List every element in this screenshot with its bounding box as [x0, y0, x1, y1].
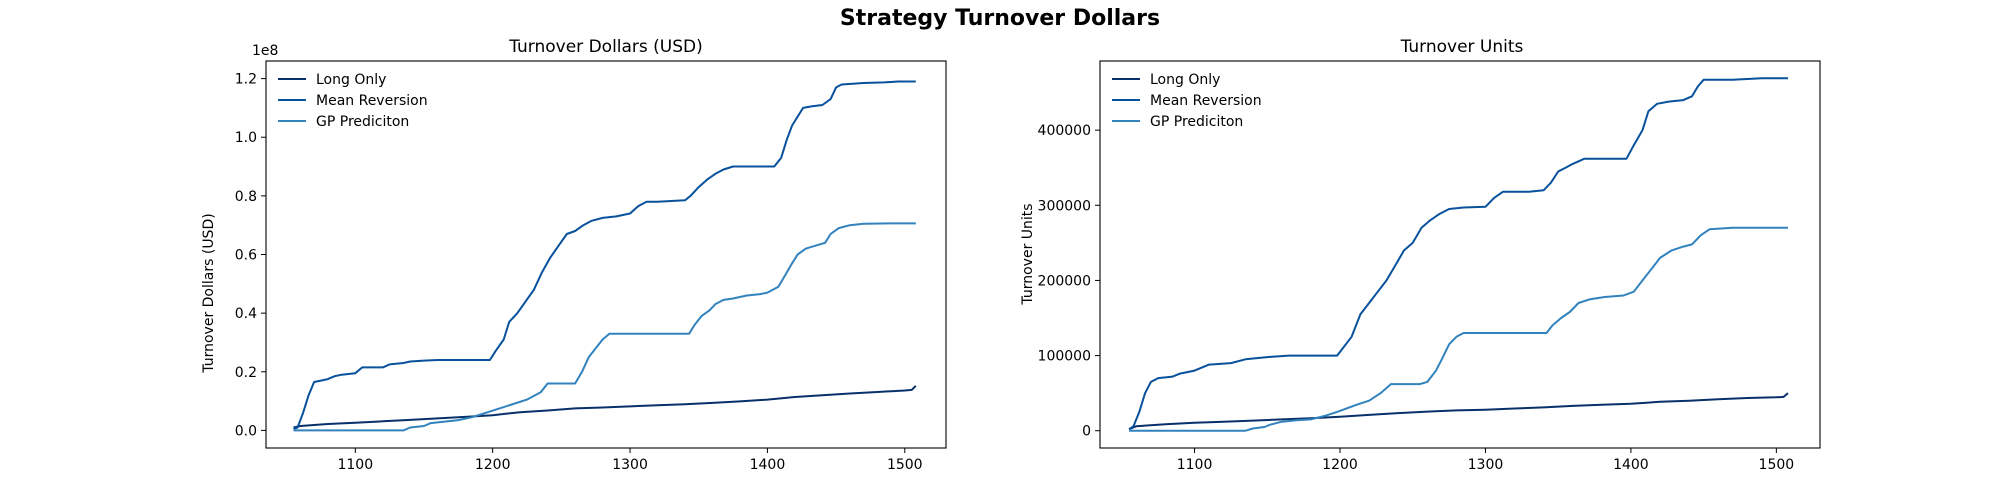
- series-lines: [1128, 77, 1789, 432]
- series-lines: [293, 80, 917, 432]
- y-axis-label: Turnover Dollars (USD): [201, 213, 217, 373]
- y-tick-label: 0.0: [235, 423, 257, 439]
- x-tick-label: 1500: [1759, 457, 1795, 473]
- series-line-long-only: [1128, 392, 1789, 431]
- axis-ticks: 1100 1200 1300 1400 1500 0 100000 200000 300000 4…: [1038, 123, 1795, 473]
- plot-frame: [265, 60, 947, 449]
- x-tick-label: 1200: [1322, 457, 1358, 473]
- chart-title: Turnover Units: [1400, 37, 1524, 57]
- y-tick-label: 100000: [1038, 349, 1091, 365]
- series-line-mean-reversion: [1128, 77, 1788, 431]
- y-tick-label: 0.6: [235, 248, 257, 264]
- turnover-dollars-chart: Turnover Dollars (USD) Turnover Dollars …: [201, 37, 947, 473]
- x-tick-label: 1100: [337, 457, 373, 473]
- x-tick-label: 1300: [612, 457, 648, 473]
- y-axis-label: Turnover Units: [1020, 203, 1036, 305]
- turnover-units-chart: Turnover Units Turnover Units 1100 1200 13…: [1020, 37, 1821, 473]
- y-axis-offset-text: 1e8: [252, 43, 278, 59]
- y-tick-label: 200000: [1038, 273, 1091, 289]
- y-tick-label: 300000: [1038, 198, 1091, 214]
- x-tick-label: 1300: [1468, 457, 1504, 473]
- legend-label: Long Only: [316, 72, 386, 88]
- legend: Long Only Mean Reversion GP Prediciton: [278, 72, 428, 130]
- y-tick-label: 0.2: [235, 365, 257, 381]
- series-line-gp-prediction: [1129, 226, 1788, 432]
- x-tick-label: 1400: [750, 457, 786, 473]
- legend-label: Mean Reversion: [1150, 93, 1262, 109]
- series-line-mean-reversion: [293, 80, 916, 430]
- y-tick-label: 0.4: [235, 306, 257, 322]
- legend-label: GP Prediciton: [1150, 114, 1243, 130]
- x-tick-label: 1500: [887, 457, 923, 473]
- legend-label: Long Only: [1150, 72, 1220, 88]
- legend-label: GP Prediciton: [316, 114, 409, 130]
- figure-title: Strategy Turnover Dollars: [840, 6, 1160, 31]
- legend: Long Only Mean Reversion GP Prediciton: [1112, 72, 1262, 130]
- y-tick-label: 1.0: [235, 130, 257, 146]
- y-tick-label: 400000: [1038, 123, 1091, 139]
- chart-title: Turnover Dollars (USD): [508, 37, 703, 57]
- series-line-gp-prediction: [293, 222, 916, 432]
- x-tick-label: 1100: [1177, 457, 1213, 473]
- series-line-long-only: [293, 385, 917, 429]
- plot-frame: [1099, 60, 1821, 449]
- y-tick-label: 0: [1082, 424, 1091, 440]
- y-tick-label: 0.8: [235, 189, 257, 205]
- x-tick-label: 1400: [1613, 457, 1649, 473]
- legend-label: Mean Reversion: [316, 93, 428, 109]
- axis-ticks: 1100 1200 1300 1400 1500 0.0 0.2 0.4 0.6 0.8 1.0 1.…: [235, 72, 923, 473]
- y-tick-label: 1.2: [235, 72, 257, 88]
- x-tick-label: 1200: [475, 457, 511, 473]
